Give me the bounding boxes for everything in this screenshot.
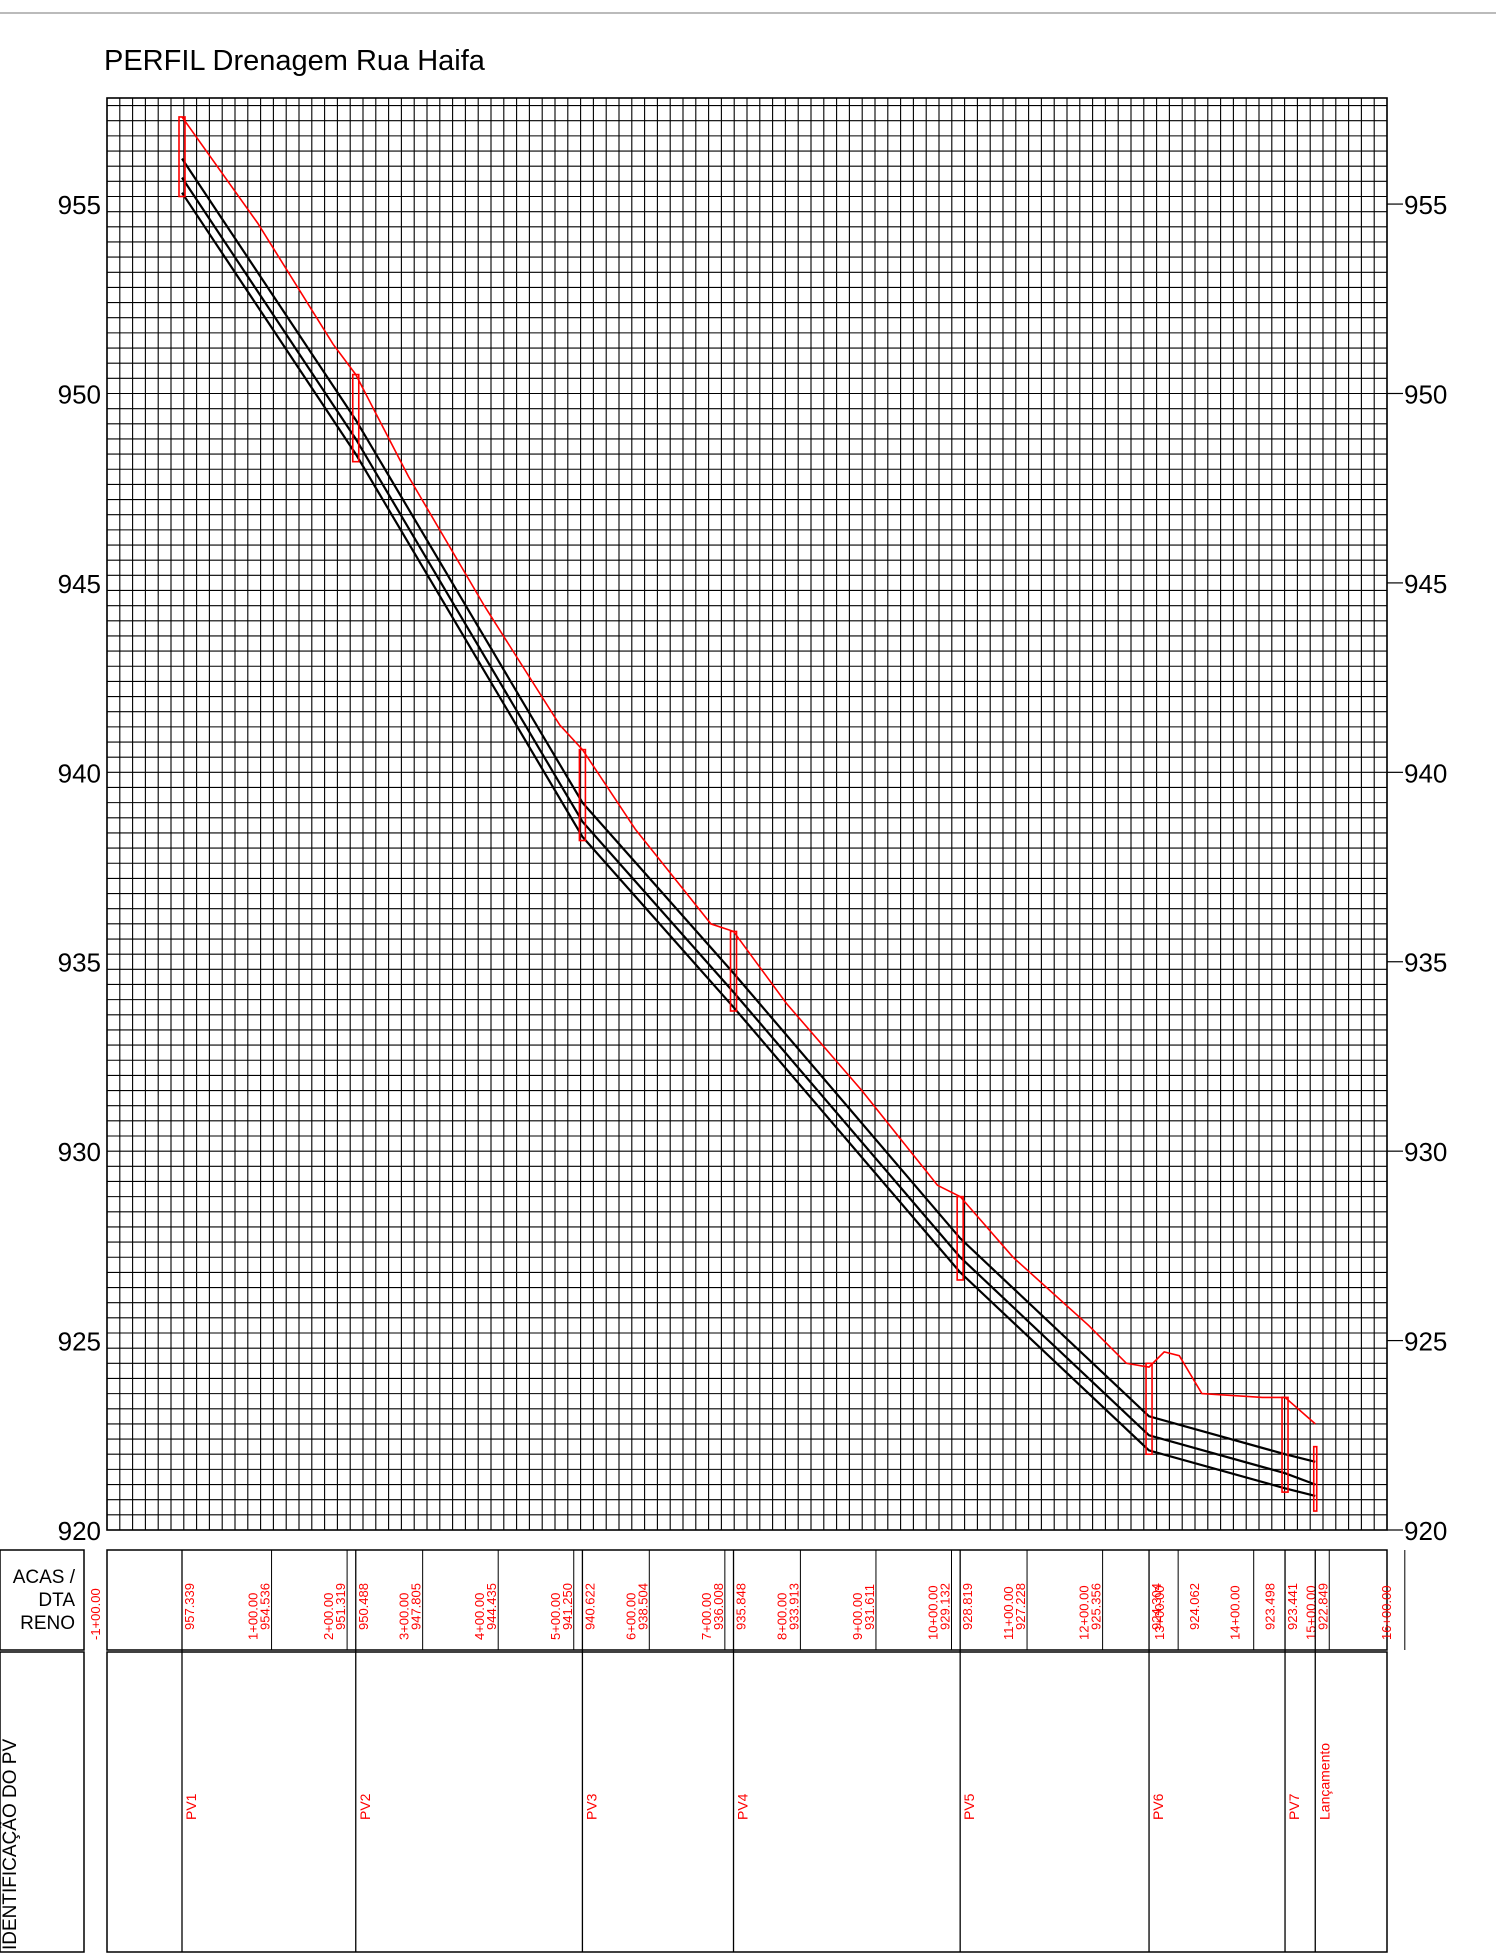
elevation-label-left: 920	[58, 1516, 101, 1546]
terrain-elevation-label: 938.504	[635, 1583, 650, 1630]
elevation-label-left: 935	[58, 948, 101, 978]
elevation-label-right: 955	[1404, 190, 1447, 220]
station-label: 7+00.00	[699, 1593, 714, 1640]
station-label: 4+00.00	[472, 1593, 487, 1640]
station-label: 5+00.00	[548, 1593, 563, 1640]
station-label: 12+00.00	[1077, 1585, 1092, 1640]
terrain-elevation-label: 936.008	[711, 1583, 726, 1630]
terrain-elevation-label: 931.611	[862, 1584, 877, 1630]
station-label: 2+00.00	[321, 1593, 336, 1640]
pv-label: PV7	[1286, 1793, 1302, 1820]
manhole-pv5	[956, 1195, 964, 1281]
estacas-label-cell	[0, 1549, 85, 1651]
estacas-row	[106, 1549, 1388, 1651]
manhole-pv3	[578, 748, 587, 842]
station-label: 13+00.00	[1152, 1585, 1167, 1640]
pv-identification-label: IDENTIFICAÇÃO DO PV	[0, 1739, 21, 1950]
table-content: -1+00.00 1+00.00 2+00.00 3+00.00 4+00.00 5+00…	[88, 1550, 1406, 1952]
terrain-elevation-label: 924.062	[1187, 1583, 1202, 1630]
station-label: -1+00.00	[88, 1588, 103, 1640]
manhole-pv2	[351, 373, 360, 463]
manhole-pv6	[1145, 1362, 1153, 1456]
manhole-pv7	[1281, 1396, 1289, 1493]
elevation-label-right: 940	[1404, 758, 1447, 788]
terrain-elevation-label: 929.132	[938, 1583, 953, 1630]
pv-label: PV2	[357, 1793, 373, 1820]
terrain-elevation-label: 925.356	[1089, 1583, 1104, 1630]
pipe-lines	[181, 157, 1316, 1497]
elevation-label-right: 930	[1404, 1137, 1447, 1167]
station-label: 14+00.00	[1228, 1585, 1243, 1640]
estacas-label-line2: DTA	[38, 1590, 75, 1611]
terrain-elevation-label: 923.498	[1262, 1583, 1277, 1630]
terrain-elevation-label: 927.228	[1013, 1583, 1028, 1630]
grid-frame	[106, 97, 1388, 1531]
station-label: 10+00.00	[926, 1585, 941, 1640]
station-label: 15+00.00	[1303, 1585, 1318, 1640]
terrain-elevation-label: 950.488	[356, 1583, 371, 1630]
terrain-elevation-label: 941.250	[560, 1583, 575, 1630]
profile-title: PERFIL Drenagem Rua Haifa	[104, 45, 486, 77]
manhole-lançamento	[1312, 1445, 1318, 1512]
station-label: 16+00.00	[1379, 1585, 1394, 1640]
pv-label: Lançamento	[1316, 1743, 1332, 1820]
profile-grid	[106, 97, 1388, 1531]
elevation-label-left: 940	[58, 758, 101, 788]
elevation-label-left: 950	[58, 379, 101, 409]
manholes	[178, 116, 1318, 1512]
elevation-label-right: 920	[1404, 1516, 1447, 1546]
estacas-label-line3: RENO	[20, 1613, 75, 1634]
terrain-elevation-label: 951.319	[333, 1583, 348, 1630]
pv-label: PV6	[1150, 1793, 1166, 1820]
terrain-profile	[181, 116, 1316, 1425]
terrain-elevation-label: 928.819	[960, 1583, 975, 1630]
terrain-elevation-label: 924.304	[1149, 1583, 1164, 1630]
station-label: 9+00.00	[850, 1593, 865, 1640]
terrain-elevation-label: 947.805	[409, 1583, 424, 1630]
terrain-elevation-label: 923.441	[1285, 1583, 1300, 1630]
terrain-elevation-label: 935.848	[734, 1583, 749, 1630]
elevation-label-left: 925	[58, 1327, 101, 1357]
terrain-elevation-label: 933.913	[786, 1583, 801, 1630]
elevation-label-right: 935	[1404, 948, 1447, 978]
elevation-label-left: 955	[58, 190, 101, 220]
elevation-axis-labels: 955 955 950 950 945 945 940 940 935 935 930 930 925 9…	[58, 190, 1448, 1546]
station-label: 3+00.00	[397, 1593, 412, 1640]
station-label: 11+00.00	[1001, 1586, 1016, 1640]
pv-label: PV1	[183, 1793, 199, 1820]
station-label: 1+00.00	[246, 1593, 261, 1640]
manhole-pv4	[729, 930, 738, 1012]
pv-label: PV3	[583, 1793, 599, 1820]
elevation-label-right: 925	[1404, 1327, 1447, 1357]
pipe-crown-line	[181, 157, 1316, 1463]
estacas-label-line1: ACAS /	[13, 1567, 76, 1588]
pv-label: PV5	[961, 1793, 977, 1820]
pipe-invert-line	[181, 192, 1316, 1497]
terrain-elevation-label: 957.339	[182, 1583, 197, 1630]
station-label: 6+00.00	[623, 1593, 638, 1640]
pv-row	[106, 1651, 1388, 1953]
elevation-label-right: 950	[1404, 379, 1447, 409]
terrain-elevation-label: 944.435	[484, 1583, 499, 1630]
terrain-elevation-label: 940.622	[582, 1583, 597, 1630]
pipe-mid-line	[181, 176, 1316, 1486]
pv-label-cell	[0, 1651, 85, 1953]
profile-table: ACAS / DTA RENO IDENTIFICAÇÃO DO PV	[0, 1549, 1388, 1953]
terrain-line	[181, 116, 1316, 1425]
elevation-label-left: 930	[58, 1137, 101, 1167]
elevation-label-right: 945	[1404, 569, 1447, 599]
elevation-label-left: 945	[58, 569, 101, 599]
manhole-pv1	[178, 116, 186, 198]
pv-label: PV4	[735, 1793, 751, 1820]
terrain-elevation-label: 954.536	[258, 1583, 273, 1630]
station-label: 8+00.00	[774, 1593, 789, 1640]
terrain-elevation-label: 922.849	[1315, 1583, 1330, 1630]
